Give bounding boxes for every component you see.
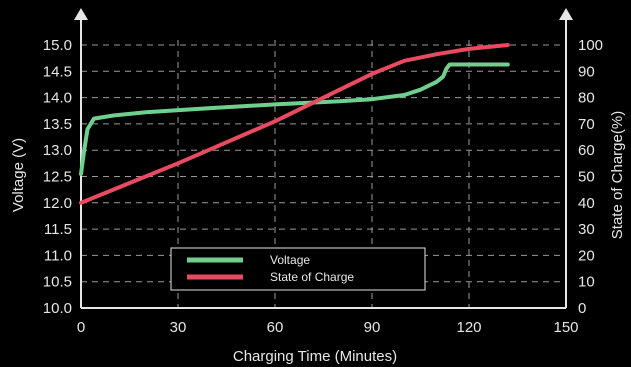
series-layer xyxy=(79,43,510,205)
y-axis-left-title: Voltage (V) xyxy=(10,138,27,212)
legend-label-voltage: Voltage xyxy=(270,253,310,267)
y-left-tick-label: 12.0 xyxy=(43,195,72,212)
x-tick-label: 90 xyxy=(364,319,381,336)
y-right-tick-label: 10 xyxy=(578,274,595,291)
y-left-tick-label: 10.5 xyxy=(43,274,72,291)
y-right-tick-label: 30 xyxy=(578,221,595,238)
legend-box xyxy=(170,247,426,291)
x-axis-title: Charging Time (Minutes) xyxy=(233,348,397,365)
y-right-tick-label: 90 xyxy=(578,63,595,80)
y-axis-right-arrow xyxy=(559,8,573,20)
y-left-tick-label: 12.5 xyxy=(43,169,72,186)
y-axis-left-arrow xyxy=(74,8,88,20)
x-tick-label: 0 xyxy=(77,319,85,336)
y-right-tick-label: 40 xyxy=(578,195,595,212)
y-right-tick-label: 80 xyxy=(578,90,595,107)
y-left-tick-label: 15.0 xyxy=(43,37,72,54)
y-right-tick-label: 60 xyxy=(578,142,595,159)
y-left-tick-label: 13.5 xyxy=(43,116,72,133)
x-tick-label: 120 xyxy=(456,319,481,336)
y-right-tick-label: 70 xyxy=(578,116,595,133)
legend-label-state-of-charge: State of Charge xyxy=(270,270,354,284)
ticks: 10.0 10.5 11.0 11.5 12.0 12.5 13.0 13.5 14.0 14.5… xyxy=(43,37,603,336)
y-right-tick-label: 100 xyxy=(578,37,603,54)
y-left-tick-label: 14.0 xyxy=(43,90,72,107)
y-left-tick-label: 11.0 xyxy=(44,247,72,264)
y-left-tick-label: 10.0 xyxy=(43,300,72,317)
x-tick-label: 60 xyxy=(267,319,284,336)
y-axis-right-title: State of Charge(%) xyxy=(609,111,626,239)
y-left-tick-label: 14.5 xyxy=(43,63,72,80)
x-tick-label: 150 xyxy=(553,319,578,336)
y-right-tick-label: 20 xyxy=(578,247,595,264)
y-right-tick-label: 0 xyxy=(578,300,586,317)
y-left-tick-label: 13.0 xyxy=(43,142,72,159)
series-line-state-of-charge xyxy=(79,43,510,205)
y-left-tick-label: 11.5 xyxy=(44,221,72,238)
x-tick-label: 30 xyxy=(170,319,187,336)
legend: Voltage State of Charge xyxy=(170,247,426,291)
y-right-tick-label: 50 xyxy=(578,169,595,186)
series-line-voltage xyxy=(79,62,510,176)
